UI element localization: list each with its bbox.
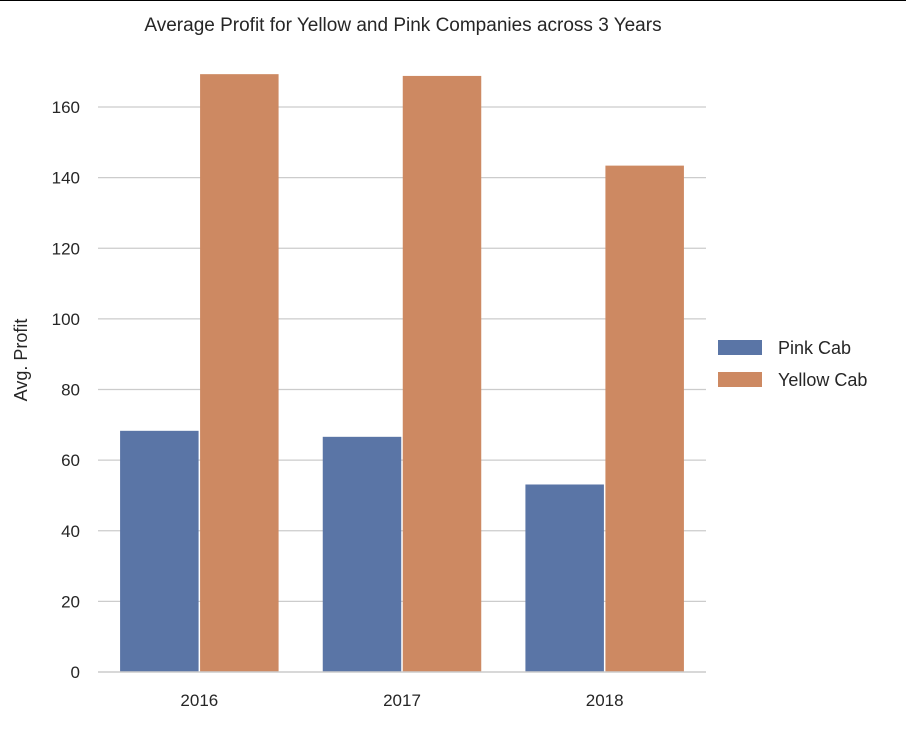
bar-pink-cab-2018 <box>525 484 604 672</box>
y-tick-label: 140 <box>52 169 80 188</box>
y-tick-label: 60 <box>61 451 80 470</box>
legend-label: Pink Cab <box>778 338 851 358</box>
y-tick-label: 20 <box>61 592 80 611</box>
x-tick-label: 2018 <box>586 691 624 710</box>
y-tick-label: 80 <box>61 381 80 400</box>
legend: Pink Cab Yellow Cab <box>718 338 867 390</box>
y-tick-label: 120 <box>52 239 80 258</box>
bar-yellow-cab-2016 <box>200 74 279 673</box>
bar-yellow-cab-2017 <box>402 75 482 673</box>
y-tick-label: 0 <box>71 663 80 682</box>
gridlines <box>98 106 706 602</box>
y-tick-label: 40 <box>61 522 80 541</box>
bar-pink-cab-2017 <box>322 436 402 672</box>
legend-swatch <box>718 340 762 355</box>
y-axis-ticks: 0 20 40 60 80 100 120 140 160 <box>52 98 80 682</box>
y-axis-label: Avg. Profit <box>11 319 31 402</box>
x-tick-label: 2016 <box>180 691 218 710</box>
chart-title: Average Profit for Yellow and Pink Compa… <box>144 15 661 36</box>
x-axis-ticks: 2016 2017 2018 <box>180 691 623 710</box>
legend-swatch <box>718 372 762 387</box>
bars <box>120 74 684 673</box>
x-tick-label: 2017 <box>383 691 421 710</box>
y-tick-label: 160 <box>52 98 80 117</box>
bar-yellow-cab-2018 <box>605 165 684 672</box>
y-tick-label: 100 <box>52 310 80 329</box>
legend-label: Yellow Cab <box>778 370 867 390</box>
bar-pink-cab-2016 <box>120 430 199 672</box>
